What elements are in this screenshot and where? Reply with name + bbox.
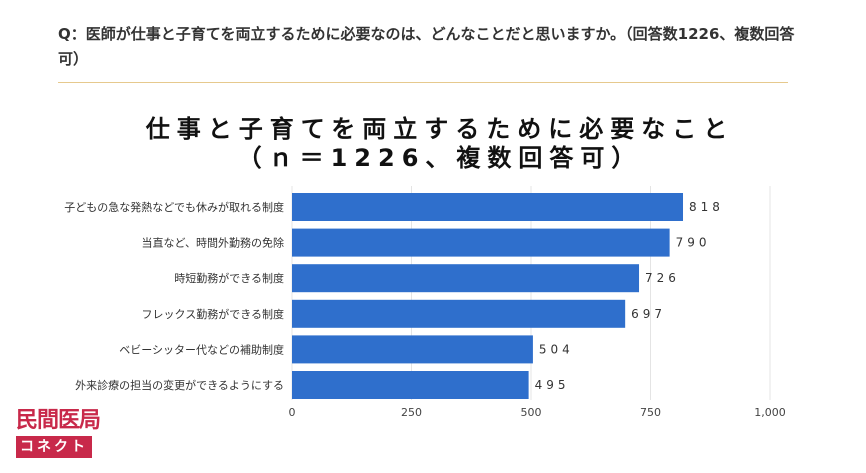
chart-title: 仕事と子育てを両立するために必要なこと bbox=[145, 115, 735, 143]
x-tick-label: 0 bbox=[289, 406, 296, 419]
data-label: 504 bbox=[539, 342, 574, 356]
category-label: ベビーシッター代などの補助制度 bbox=[119, 342, 284, 356]
divider bbox=[58, 82, 788, 83]
chart-subtitle: （ｎ＝1226、複数回答可） bbox=[237, 144, 643, 172]
category-label: 子どもの急な発熱などでも休みが取れる制度 bbox=[64, 200, 284, 214]
brand-logo: 民間医局 コネクト bbox=[16, 408, 112, 466]
data-label: 818 bbox=[689, 200, 724, 214]
x-tick-label: 750 bbox=[640, 406, 661, 419]
chart-title-block: 仕事と子育てを両立するために必要なこと （ｎ＝1226、複数回答可） bbox=[100, 115, 780, 173]
category-label: 当直など、時間外勤務の免除 bbox=[142, 236, 284, 250]
bar bbox=[292, 371, 529, 399]
x-tick-label: 250 bbox=[401, 406, 422, 419]
bar bbox=[292, 335, 533, 364]
question-text: Q：医師が仕事と子育てを両立するために必要なのは、どんなことだと思いますか。（回… bbox=[58, 25, 795, 68]
bar bbox=[292, 299, 626, 328]
bar bbox=[292, 193, 684, 221]
data-label: 790 bbox=[676, 236, 711, 250]
logo-line2: コネクト bbox=[16, 436, 92, 458]
data-label: 495 bbox=[535, 378, 570, 392]
data-label: 697 bbox=[631, 307, 666, 321]
x-tick-label: 500 bbox=[521, 406, 542, 419]
category-label: 外来診療の担当の変更ができるようにする bbox=[75, 378, 284, 392]
category-label: 時短勤務ができる制度 bbox=[174, 271, 284, 285]
category-label: フレックス勤務ができる制度 bbox=[142, 307, 284, 321]
logo-line1: 民間医局 bbox=[16, 407, 101, 433]
data-label: 726 bbox=[645, 271, 680, 285]
x-tick-label: 1,000 bbox=[754, 406, 786, 419]
bar bbox=[292, 228, 670, 257]
bar bbox=[292, 264, 640, 293]
